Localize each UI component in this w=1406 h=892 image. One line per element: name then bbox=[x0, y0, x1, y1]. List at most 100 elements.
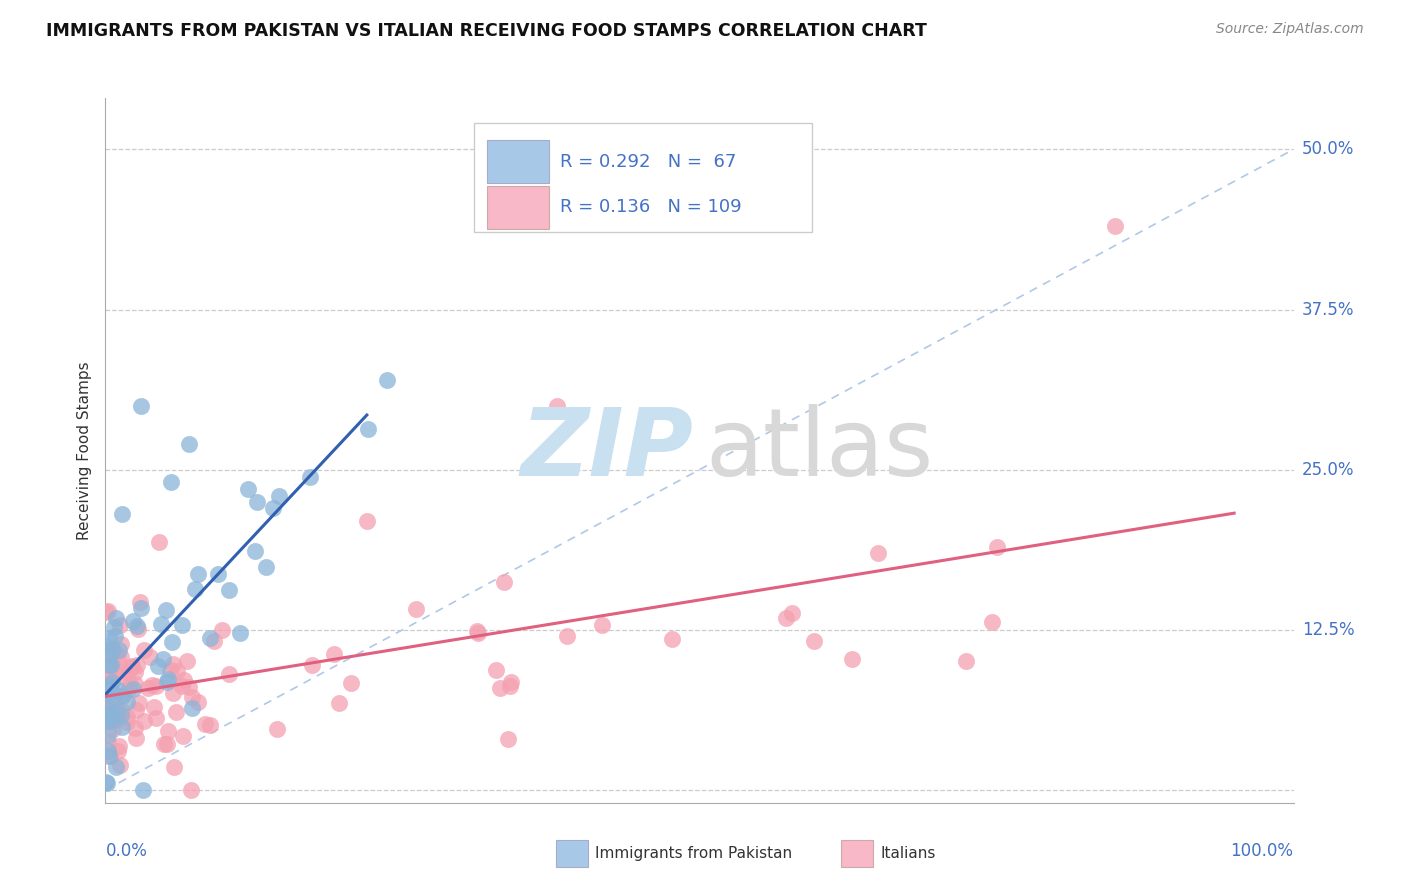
Point bbox=[955, 654, 977, 668]
Point bbox=[96, 775, 118, 789]
Point bbox=[173, 673, 195, 688]
Point bbox=[254, 560, 277, 574]
FancyBboxPatch shape bbox=[486, 140, 548, 184]
Point bbox=[118, 677, 141, 691]
Point bbox=[176, 654, 198, 668]
Point bbox=[496, 731, 519, 746]
Point bbox=[124, 721, 146, 735]
Point bbox=[162, 686, 184, 700]
Point bbox=[156, 675, 179, 690]
Point bbox=[501, 675, 523, 690]
Point bbox=[162, 657, 184, 672]
Point bbox=[262, 501, 284, 516]
Point bbox=[97, 744, 120, 758]
Point bbox=[100, 705, 122, 719]
Point bbox=[111, 668, 134, 682]
Point bbox=[101, 722, 124, 736]
Point bbox=[125, 731, 148, 745]
Point bbox=[179, 680, 201, 694]
Point bbox=[129, 399, 152, 413]
Point bbox=[148, 534, 170, 549]
Point bbox=[136, 681, 159, 695]
Point bbox=[121, 660, 143, 674]
Point bbox=[218, 582, 240, 597]
Point bbox=[184, 582, 207, 596]
Point bbox=[148, 658, 170, 673]
Text: 100.0%: 100.0% bbox=[1230, 841, 1294, 860]
Point bbox=[98, 647, 121, 661]
Point bbox=[557, 629, 579, 643]
Point bbox=[128, 697, 150, 711]
Point bbox=[96, 776, 118, 790]
Point bbox=[103, 714, 125, 728]
Point bbox=[105, 664, 128, 678]
FancyBboxPatch shape bbox=[555, 840, 588, 867]
Point bbox=[127, 619, 149, 633]
Point bbox=[98, 645, 121, 659]
Point bbox=[152, 652, 174, 666]
Point bbox=[180, 783, 202, 797]
Point bbox=[117, 665, 139, 680]
Point bbox=[107, 683, 129, 698]
Point bbox=[245, 544, 267, 558]
Point bbox=[980, 615, 1002, 630]
Point bbox=[299, 470, 322, 484]
Point bbox=[124, 677, 146, 691]
Y-axis label: Receiving Food Stamps: Receiving Food Stamps bbox=[77, 361, 93, 540]
Point bbox=[107, 704, 129, 718]
Point bbox=[153, 738, 176, 752]
Point bbox=[866, 546, 889, 560]
Point bbox=[100, 675, 122, 690]
Point bbox=[159, 663, 181, 677]
Point bbox=[340, 676, 363, 690]
Point bbox=[121, 614, 143, 628]
Point bbox=[155, 603, 177, 617]
Point bbox=[202, 634, 225, 648]
Point bbox=[246, 495, 269, 509]
Text: 37.5%: 37.5% bbox=[1302, 301, 1354, 318]
Point bbox=[110, 650, 132, 665]
FancyBboxPatch shape bbox=[841, 840, 873, 867]
Point bbox=[103, 620, 125, 634]
Point bbox=[100, 684, 122, 698]
Point bbox=[170, 617, 193, 632]
Point bbox=[489, 681, 512, 695]
Point bbox=[96, 709, 118, 723]
Point bbox=[98, 748, 121, 763]
Point bbox=[328, 696, 350, 710]
Point bbox=[139, 650, 162, 665]
Point bbox=[266, 722, 288, 736]
Point bbox=[117, 683, 139, 698]
Point bbox=[121, 659, 143, 673]
Point bbox=[194, 717, 217, 731]
Point bbox=[108, 757, 131, 772]
Point bbox=[143, 700, 166, 714]
Point bbox=[103, 645, 125, 659]
Text: R = 0.136   N = 109: R = 0.136 N = 109 bbox=[561, 198, 742, 217]
Text: 25.0%: 25.0% bbox=[1302, 460, 1354, 479]
Point bbox=[187, 566, 209, 581]
Point bbox=[111, 720, 134, 734]
Point bbox=[780, 607, 803, 621]
Point bbox=[132, 783, 155, 797]
Text: 0.0%: 0.0% bbox=[105, 841, 148, 860]
Point bbox=[111, 704, 134, 718]
Point bbox=[180, 690, 202, 704]
Point bbox=[97, 735, 120, 749]
Point bbox=[100, 657, 122, 671]
Text: Italians: Italians bbox=[880, 846, 935, 861]
Point bbox=[107, 653, 129, 667]
Point bbox=[661, 632, 683, 647]
Point bbox=[187, 695, 209, 709]
Point bbox=[96, 650, 118, 665]
Text: 12.5%: 12.5% bbox=[1302, 621, 1354, 639]
Point bbox=[301, 657, 323, 672]
Text: Immigrants from Pakistan: Immigrants from Pakistan bbox=[595, 846, 792, 861]
Point bbox=[104, 629, 127, 643]
Text: atlas: atlas bbox=[706, 404, 934, 497]
Point bbox=[132, 714, 155, 729]
Point bbox=[546, 399, 568, 413]
Point bbox=[94, 605, 117, 619]
Point bbox=[356, 514, 378, 528]
Point bbox=[159, 475, 181, 490]
